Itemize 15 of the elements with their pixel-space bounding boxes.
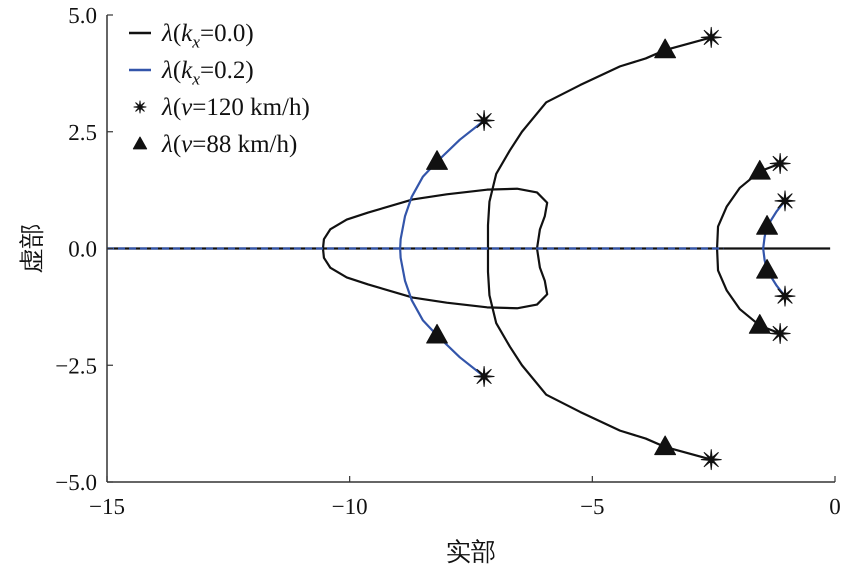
y-tick-label: −2.5 xyxy=(55,353,97,378)
x-tick-label: 0 xyxy=(829,494,841,519)
legend-label: λ(v=88 km/h) xyxy=(161,131,298,158)
x-tick-label: −5 xyxy=(580,494,605,519)
y-tick-label: 0.0 xyxy=(68,236,97,262)
x-tick-label: −10 xyxy=(332,494,368,519)
y-tick-label: 2.5 xyxy=(68,120,97,145)
y-tick-label: 5.0 xyxy=(68,3,97,28)
legend-label: λ(k$_{x}$=0.2) xyxy=(161,57,254,88)
x-tick-label: −15 xyxy=(89,494,125,519)
x-axis-title: 实部 xyxy=(446,538,496,566)
y-tick-label: −5.0 xyxy=(55,470,97,495)
legend-label: λ(v=120 km/h) xyxy=(161,94,310,121)
legend-label: λ(k$_{x}$=0.0) xyxy=(161,20,254,52)
y-axis-title: 虚部 xyxy=(18,224,46,274)
